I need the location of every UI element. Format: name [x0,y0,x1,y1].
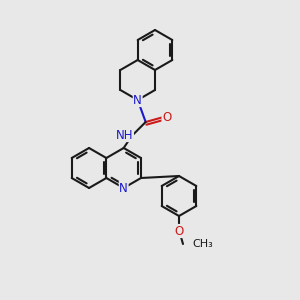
Text: O: O [174,224,184,238]
Text: N: N [133,94,142,106]
Text: N: N [119,182,128,194]
Text: O: O [162,110,171,124]
Text: NH: NH [116,128,134,142]
Text: CH₃: CH₃ [192,239,213,249]
